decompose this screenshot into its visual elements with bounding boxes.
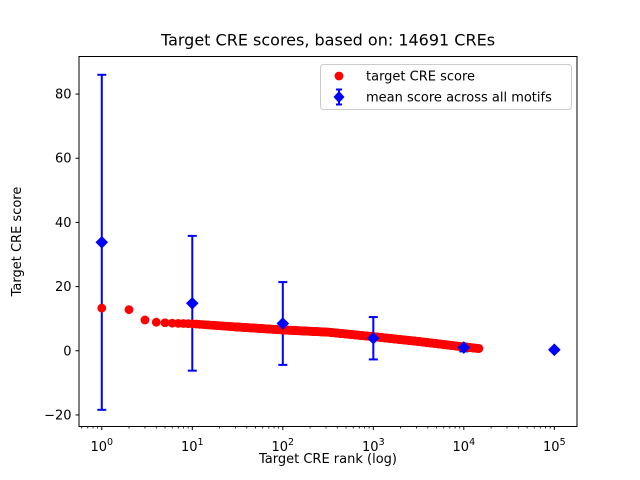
- y-tick-label: 20: [55, 280, 72, 295]
- legend: target CRE score mean score across all m…: [320, 64, 572, 110]
- y-axis-label: Target CRE score: [10, 187, 25, 298]
- legend-mean-marker-icon: [333, 88, 345, 106]
- x-tick-label: 101: [181, 437, 204, 455]
- target-score-point: [124, 305, 134, 315]
- target-score-point: [474, 344, 484, 353]
- axis-ticks: 100 101 102 103 104 105 −20 0 20 40 60 80: [44, 88, 566, 455]
- y-tick-label: −20: [44, 408, 71, 423]
- mean-score-diamond: [185, 296, 199, 310]
- y-tick-label: 40: [55, 216, 72, 231]
- x-tick-label: 103: [362, 437, 385, 455]
- mean-score-diamond: [457, 341, 471, 354]
- y-tick-label: 60: [55, 152, 72, 167]
- target-score-point: [151, 317, 161, 327]
- target-score-points: [97, 303, 484, 353]
- x-tick-label: 100: [90, 437, 113, 455]
- target-score-point: [160, 318, 170, 328]
- x-tick-label: 104: [453, 437, 476, 455]
- plot-area-frame: [78, 56, 578, 427]
- mean-score-diamonds: [95, 236, 561, 357]
- mean-score-diamond: [276, 317, 290, 330]
- mean-score-diamond: [548, 343, 561, 357]
- mean-score-diamond: [95, 236, 109, 249]
- y-tick-label: 0: [63, 344, 71, 359]
- chart-title: Target CRE scores, based on: 14691 CREs: [160, 31, 495, 50]
- target-score-point: [97, 303, 107, 313]
- legend-entry-target: target CRE score: [366, 70, 475, 85]
- x-tick-label: 105: [543, 437, 566, 455]
- y-tick-label: 80: [55, 88, 72, 103]
- x-axis-label: Target CRE rank (log): [258, 452, 397, 467]
- legend-box: [320, 64, 572, 110]
- mean-score-diamond: [367, 331, 380, 345]
- legend-target-marker-icon: [334, 71, 344, 81]
- mean-errorbars: [97, 73, 559, 411]
- target-score-point: [140, 315, 150, 325]
- legend-entry-mean: mean score across all motifs: [366, 91, 552, 106]
- x-tick-label: 102: [272, 437, 295, 455]
